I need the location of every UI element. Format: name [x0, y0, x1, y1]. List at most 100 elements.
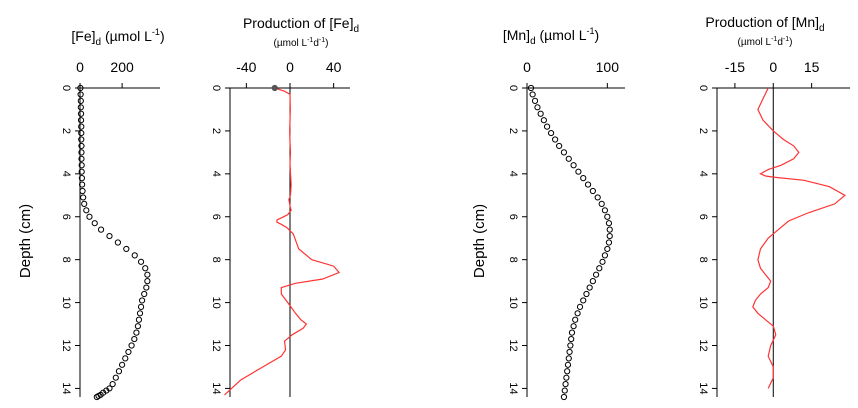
- data-point: [77, 91, 84, 98]
- y-axis-label: Depth (cm): [471, 204, 488, 278]
- data-point: [568, 329, 576, 336]
- chart-title: [Fe]d (µmol L-1): [71, 27, 164, 48]
- data-point: [97, 226, 105, 233]
- data-point: [568, 335, 575, 343]
- data-point: [78, 155, 85, 162]
- data-line: [224, 88, 341, 396]
- y-tick-label: 6: [60, 214, 72, 220]
- y-tick-label: 2: [60, 128, 72, 134]
- data-point: [560, 393, 568, 401]
- data-point: [77, 104, 84, 111]
- data-point: [592, 271, 600, 278]
- data-point: [547, 129, 555, 137]
- x-tick-label: 0: [286, 59, 294, 75]
- data-point: [563, 374, 570, 381]
- x-tick-label: 0: [76, 59, 84, 75]
- data-point: [556, 142, 563, 150]
- x-tick-label: 40: [326, 59, 342, 75]
- data-point: [565, 355, 572, 362]
- data-point: [543, 123, 551, 130]
- chart-panel-2: Production of [Fe]d (µmol L-1d-1) -40 0 40 0 2…: [210, 15, 359, 397]
- y-tick-label: 10: [507, 296, 519, 308]
- data-point: [576, 303, 584, 310]
- data-point: [81, 200, 88, 207]
- data-point: [131, 335, 138, 343]
- data-point: [128, 342, 135, 349]
- y-tick-label: 14: [697, 382, 709, 394]
- data-point: [77, 84, 84, 92]
- data-point: [77, 117, 85, 124]
- x-tick-label: 100: [596, 59, 620, 75]
- y-tick-label: 4: [697, 171, 709, 177]
- data-point: [596, 265, 603, 272]
- data-point: [78, 142, 85, 150]
- y-tick-label: 6: [697, 214, 709, 220]
- data-point: [112, 374, 119, 381]
- y-tick-label: 12: [60, 339, 72, 351]
- y-tick-label: 10: [210, 296, 222, 308]
- data-point: [527, 84, 535, 92]
- data-point: [580, 297, 587, 304]
- data-point: [575, 168, 582, 175]
- y-tick-label: 8: [507, 257, 519, 263]
- y-tick-label: 12: [210, 339, 222, 351]
- chart-title-unit: (µmol L-1d-1): [274, 37, 329, 49]
- data-point: [574, 310, 581, 317]
- data-point: [601, 207, 609, 214]
- data-point: [531, 97, 539, 104]
- data-point: [564, 361, 572, 368]
- data-point: [137, 258, 145, 265]
- data-point: [91, 220, 98, 227]
- y-tick-label: 14: [60, 382, 72, 394]
- data-series: [527, 84, 613, 401]
- data-point: [133, 329, 140, 336]
- x-tick-label: 0: [523, 59, 531, 75]
- y-tick-label: 6: [210, 214, 222, 220]
- y-tick-label: 14: [210, 382, 222, 394]
- x-tick-label: -15: [725, 59, 745, 75]
- data-point: [134, 323, 141, 330]
- data-point: [114, 239, 121, 246]
- x-tick-label: 0: [769, 59, 777, 75]
- data-point: [143, 284, 150, 291]
- y-tick-label: 6: [507, 214, 519, 220]
- y-tick-label: 2: [507, 128, 519, 134]
- data-point: [562, 381, 569, 388]
- data-point: [80, 194, 87, 201]
- y-tick-label: 10: [697, 296, 709, 308]
- x-tick-label: -40: [236, 59, 256, 75]
- y-tick-label: 4: [210, 171, 222, 177]
- data-point: [560, 149, 568, 156]
- data-point: [570, 323, 577, 330]
- data-point: [115, 368, 123, 375]
- chart-title: Production of [Fe]d: [243, 15, 359, 35]
- chart-title-unit: (µmol L-1d-1): [738, 36, 793, 48]
- y-tick-label: 0: [210, 85, 222, 91]
- data-point: [109, 381, 116, 388]
- data-point: [79, 187, 86, 195]
- data-point: [580, 175, 587, 182]
- data-point: [540, 117, 547, 124]
- data-point: [106, 232, 113, 240]
- data-point: [604, 245, 611, 253]
- data-point: [572, 316, 579, 323]
- data-point: [144, 278, 151, 285]
- data-point: [586, 284, 593, 291]
- y-tick-label: 2: [210, 128, 222, 134]
- data-point: [594, 194, 601, 201]
- data-point: [125, 348, 132, 356]
- data-series: [77, 84, 151, 401]
- chart-title: [Mn]d (µmol L-1): [503, 26, 599, 47]
- y-tick-label: 2: [697, 128, 709, 134]
- data-point: [599, 258, 606, 265]
- data-point: [606, 226, 613, 233]
- y-tick-label: 0: [60, 85, 72, 91]
- data-point: [137, 303, 145, 310]
- data-point: [135, 316, 143, 323]
- y-tick-label: 4: [60, 171, 72, 177]
- data-point: [78, 129, 85, 137]
- y-tick-label: 12: [697, 339, 709, 351]
- data-point: [589, 278, 596, 285]
- data-line: [752, 88, 846, 389]
